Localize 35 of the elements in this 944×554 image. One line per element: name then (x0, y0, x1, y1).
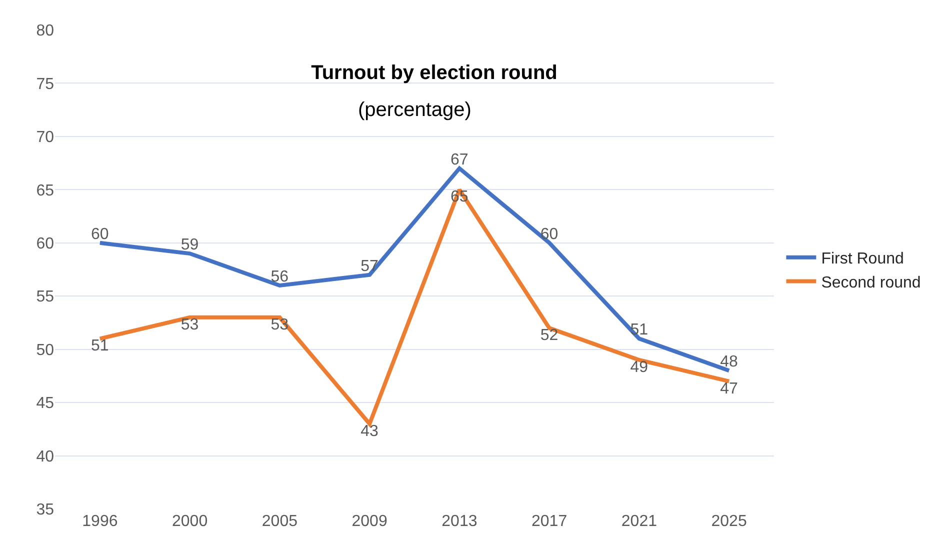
x-tick-label: 2025 (711, 513, 747, 530)
data-label: 48 (720, 354, 738, 371)
legend-label: First Round (821, 250, 904, 268)
data-label: 51 (630, 322, 648, 339)
legend-label: Second round (821, 274, 921, 292)
y-tick-label: 45 (36, 395, 54, 412)
data-label: 59 (180, 236, 199, 254)
data-label: 52 (540, 327, 558, 344)
x-tick-label: 2000 (172, 513, 208, 530)
y-tick-label: 35 (36, 502, 54, 519)
x-tick-label: 2013 (442, 513, 478, 530)
y-tick-label: 80 (36, 22, 54, 40)
data-label: 67 (450, 151, 468, 168)
x-tick-label: 2017 (532, 513, 568, 530)
text: Turnout by election round (311, 62, 558, 84)
data-label: 56 (270, 268, 289, 286)
data-label: 43 (360, 422, 379, 440)
data-label: 53 (180, 316, 199, 334)
x-tick-label: 2021 (621, 513, 658, 530)
data-label: 49 (630, 358, 648, 376)
y-tick-label: 60 (36, 235, 54, 252)
text: (percentage) (358, 99, 472, 121)
data-label: 60 (540, 226, 558, 243)
x-tick-label: 2005 (262, 513, 298, 530)
y-tick-label: 55 (36, 288, 54, 306)
y-tick-label: 50 (36, 342, 54, 359)
data-label: 47 (720, 380, 738, 398)
y-tick-label: 75 (36, 76, 54, 93)
x-tick-label: 1996 (82, 513, 118, 530)
y-tick-label: 65 (36, 182, 54, 200)
y-tick-label: 40 (36, 448, 54, 466)
x-tick-label: 2009 (352, 513, 388, 530)
data-label: 51 (91, 338, 109, 355)
y-tick-label: 70 (36, 129, 54, 146)
data-label: 60 (91, 226, 109, 243)
